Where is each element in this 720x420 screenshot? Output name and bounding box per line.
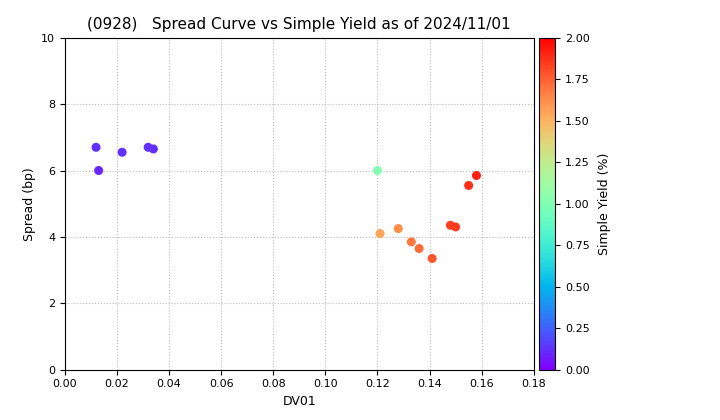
Point	[93, 167, 104, 174]
Point	[463, 182, 474, 189]
Point	[413, 245, 425, 252]
Point	[143, 144, 154, 151]
Point	[450, 223, 462, 230]
Point	[471, 172, 482, 179]
Point	[148, 146, 159, 152]
X-axis label: DV01: DV01	[282, 395, 316, 408]
Y-axis label: Simple Yield (%): Simple Yield (%)	[598, 152, 611, 255]
Point	[426, 255, 438, 262]
Point	[445, 222, 456, 228]
Y-axis label: Spread (bp): Spread (bp)	[22, 167, 35, 241]
Point	[405, 239, 417, 245]
Point	[90, 144, 102, 151]
Title: (0928)   Spread Curve vs Simple Yield as of 2024/11/01: (0928) Spread Curve vs Simple Yield as o…	[87, 18, 511, 32]
Point	[374, 230, 386, 237]
Point	[392, 225, 404, 232]
Point	[117, 149, 128, 156]
Point	[372, 167, 383, 174]
